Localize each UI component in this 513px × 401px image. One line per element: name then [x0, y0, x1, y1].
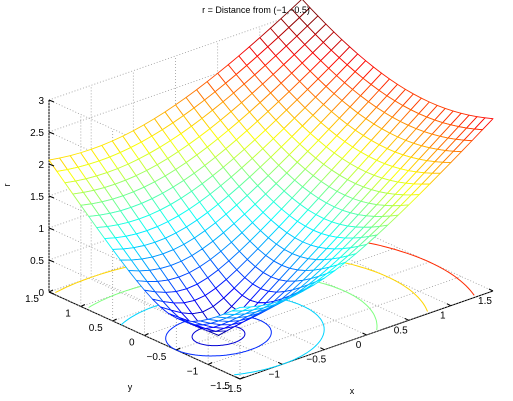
- x-tick-mark: [488, 288, 494, 292]
- x-tick-mark: [446, 303, 452, 307]
- x-tick-label: −0.5: [306, 355, 326, 366]
- z-tick-label: 1: [38, 224, 44, 235]
- z-tick-label: 0.5: [30, 256, 44, 267]
- chart-title: r = Distance from (−1,−0.5): [202, 5, 310, 15]
- y-tick-label: −0.5: [147, 352, 167, 363]
- z-axis-label: r: [2, 184, 12, 187]
- y-tick-mark: [48, 289, 54, 293]
- y-tick-label: −1.5: [210, 381, 230, 392]
- y-tick-label: 1: [65, 309, 71, 320]
- y-tick-mark: [112, 318, 117, 322]
- y-tick-mark: [207, 362, 213, 365]
- y-tick-mark: [144, 333, 149, 336]
- z-tick-mark: [48, 227, 55, 231]
- grid-line: [48, 227, 241, 316]
- y-tick-label: −1: [187, 367, 199, 378]
- x-tick-label: −1.5: [222, 384, 242, 395]
- x-tick-mark: [235, 376, 241, 380]
- y-tick-label: 0: [129, 338, 135, 349]
- z-tick-label: 0: [38, 288, 44, 299]
- z-tick-mark: [48, 163, 55, 167]
- z-tick-mark: [48, 195, 55, 199]
- axis-ticks: −1.5−1−0.500.511.5−1.5−1−0.500.511.500.5…: [25, 96, 494, 395]
- z-tick-mark: [48, 131, 55, 135]
- x-tick-label: −1: [268, 369, 280, 380]
- y-tick-label: 1.5: [25, 294, 39, 305]
- x-tick-mark: [277, 361, 283, 365]
- y-axis-label: y: [128, 382, 133, 392]
- y-tick-mark: [80, 304, 86, 307]
- mesh-cell: [231, 306, 251, 312]
- z-tick-mark: [48, 291, 55, 295]
- z-tick-label: 3: [38, 96, 44, 107]
- grid-line: [48, 195, 241, 284]
- x-tick-label: 1: [440, 311, 446, 322]
- x-tick-label: 0: [356, 340, 362, 351]
- x-tick-mark: [362, 332, 367, 336]
- y-tick-label: 0.5: [89, 323, 103, 334]
- z-tick-label: 1.5: [30, 192, 44, 203]
- y-tick-mark: [176, 347, 181, 351]
- grid-line: [48, 99, 241, 188]
- z-tick-label: 2: [38, 160, 44, 171]
- surface-mesh: [48, 0, 494, 336]
- grid-line: [48, 259, 241, 348]
- x-tick-mark: [320, 347, 325, 351]
- y-tick-mark: [239, 376, 245, 380]
- x-axis-label: x: [350, 386, 355, 396]
- grid-line: [48, 131, 241, 220]
- x-tick-label: 1.5: [478, 296, 492, 307]
- x-tick-label: 0.5: [394, 325, 408, 336]
- x-tick-mark: [404, 317, 409, 321]
- z-tick-label: 2.5: [30, 128, 44, 139]
- z-tick-mark: [48, 259, 55, 263]
- z-tick-mark: [48, 99, 55, 103]
